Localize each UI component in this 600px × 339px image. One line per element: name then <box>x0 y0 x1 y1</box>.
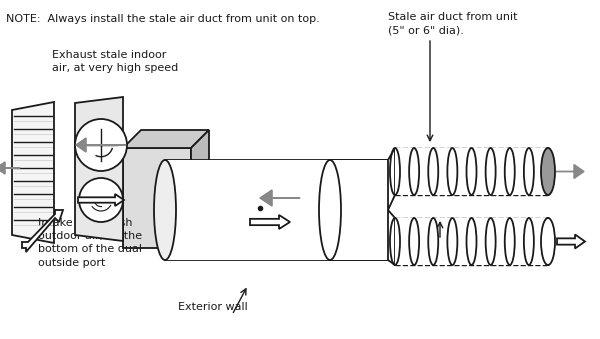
Polygon shape <box>557 235 585 248</box>
Polygon shape <box>123 130 209 148</box>
Ellipse shape <box>541 148 555 195</box>
Polygon shape <box>76 138 126 152</box>
Text: Exhaust stale indoor
air, at very high speed: Exhaust stale indoor air, at very high s… <box>52 50 178 73</box>
Text: Stale air duct from unit
(5" or 6" dia).: Stale air duct from unit (5" or 6" dia). <box>388 12 517 35</box>
Polygon shape <box>75 97 123 241</box>
Text: Exterior wall: Exterior wall <box>178 302 248 312</box>
Circle shape <box>79 178 123 222</box>
Polygon shape <box>191 130 209 248</box>
Ellipse shape <box>541 218 555 265</box>
Bar <box>395 148 548 195</box>
Bar <box>330 160 388 260</box>
Text: Intake   of   fresh
outdoor air, by the
bottom of the dual
outside port: Intake of fresh outdoor air, by the bott… <box>38 218 142 267</box>
Polygon shape <box>0 162 20 174</box>
Polygon shape <box>22 210 63 252</box>
Bar <box>395 218 548 265</box>
Polygon shape <box>556 164 584 179</box>
Polygon shape <box>250 215 290 229</box>
Polygon shape <box>388 210 395 265</box>
Text: NOTE:  Always install the stale air duct from unit on top.: NOTE: Always install the stale air duct … <box>6 14 320 24</box>
Bar <box>165 160 330 260</box>
Polygon shape <box>260 190 300 206</box>
Circle shape <box>75 119 127 171</box>
Polygon shape <box>12 102 54 243</box>
Ellipse shape <box>154 160 176 260</box>
Ellipse shape <box>319 160 341 260</box>
Bar <box>123 148 191 248</box>
Polygon shape <box>388 148 395 210</box>
Polygon shape <box>78 194 124 206</box>
Text: Fresh air duct to unit
(5" or 6" dia.): Fresh air duct to unit (5" or 6" dia.) <box>395 228 511 251</box>
